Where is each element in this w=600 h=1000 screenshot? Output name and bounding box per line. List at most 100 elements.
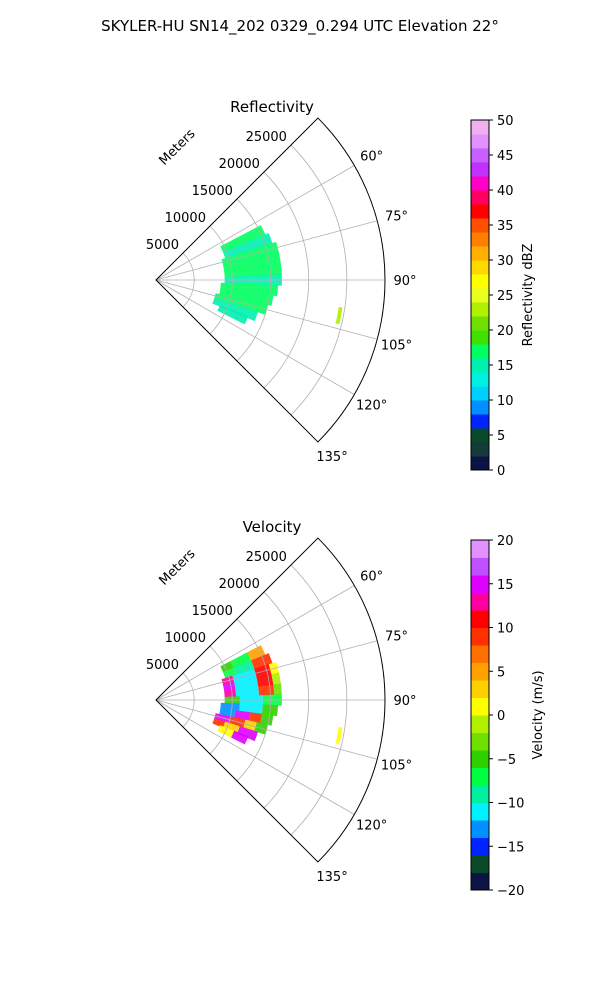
colorbar-swatch [471,274,489,289]
radial-tick-label: 5000 [146,238,179,253]
azimuth-spoke [155,699,355,815]
colorbar-tick-label: 0 [497,709,505,724]
reflectivity-echo-cell [221,241,280,266]
colorbar-tick-label: 5 [497,429,505,444]
velocity-azimuth-ticks: 60° 75° 90° 105° 120° 135° [316,570,416,886]
colorbar-tick-label: −20 [497,884,524,899]
reflectivity-echo-cell [222,233,273,259]
colorbar-swatch [471,148,489,163]
colorbar-swatch [471,232,489,247]
colorbar-swatch [471,316,489,331]
colorbar-tick-label: 0 [497,464,505,479]
azimuth-tick-label: 120° [356,819,387,834]
colorbar-swatch [471,288,489,303]
colorbar-swatch [471,386,489,401]
polar-frame [155,537,386,863]
radial-tick-label: 15000 [192,604,233,619]
colorbar-swatch [471,767,489,786]
azimuth-tick-label: 75° [385,630,408,645]
velocity-frame [155,537,386,863]
colorbar-swatch [471,134,489,149]
reflectivity-radial-label: Meters [157,126,199,168]
colorbar-swatch [471,358,489,373]
colorbar-swatch [471,802,489,821]
colorbar-swatch [471,260,489,275]
reflectivity-echo-cell [212,298,258,322]
azimuth-spoke [155,220,378,281]
colorbar-tick-label: −15 [497,840,524,855]
colorbar-tick-label: 15 [497,578,514,593]
reflectivity-panel: Reflectivity Meters 5000 10000 15000 20000 2… [146,98,536,479]
colorbar-swatch [471,302,489,317]
velocity-echo-cell [223,682,236,692]
radial-tick-label: 10000 [165,211,206,226]
colorbar-swatch [471,820,489,838]
colorbar-tick-label: 5 [497,665,505,680]
radial-tick-label: 25000 [246,130,287,145]
colorbar-swatch [471,785,489,803]
colorbar-swatch [471,540,489,558]
colorbar-swatch [471,855,489,873]
reflectivity-colorbar: 0 5 10 15 20 25 30 35 40 45 50 [470,114,514,479]
radial-tick-label: 15000 [192,184,233,199]
velocity-echo-cell [235,686,259,697]
colorbar-tick-label: 20 [497,534,514,549]
azimuth-tick-label: 60° [360,150,383,165]
colorbar-tick-label: 15 [497,359,514,374]
velocity-colorbar-label: Velocity (m/s) [531,670,546,759]
azimuth-spoke [155,279,378,340]
colorbar-tick-label: 20 [497,324,514,339]
azimuth-tick-label: 120° [356,399,387,414]
colorbar-swatch [471,697,489,716]
colorbar-swatch [471,610,489,628]
colorbar-swatch [471,162,489,177]
reflectivity-radial-ticks: 5000 10000 15000 20000 25000 [146,130,287,253]
colorbar-swatch [471,330,489,345]
velocity-echo-cell [260,713,274,726]
velocity-echo-cell [247,645,266,661]
colorbar-tick-label: 25 [497,289,514,304]
azimuth-tick-label: 90° [393,694,416,709]
reflectivity-colorbar-label: Reflectivity dBZ [521,244,536,347]
figure-suptitle: SKYLER-HU SN14_202 0329_0.294 UTC Elevat… [101,17,499,36]
reflectivity-echo-cell [220,225,266,253]
reflectivity-echo-cell [335,306,343,325]
colorbar-swatch [471,872,489,891]
azimuth-tick-label: 60° [360,570,383,585]
azimuth-tick-label: 135° [316,450,347,465]
reflectivity-echo-cell [214,293,268,315]
colorbar-swatch [471,190,489,205]
velocity-echo-cell [222,721,240,734]
colorbar-swatch [471,557,489,576]
azimuth-tick-label: 75° [385,210,408,225]
colorbar-swatch [471,414,489,429]
colorbar-tick-label: 50 [497,114,514,129]
radial-tick-label: 20000 [219,157,260,172]
radial-tick-label: 25000 [246,550,287,565]
azimuth-spoke [155,699,378,760]
colorbar-swatch [471,732,489,751]
colorbar-swatch [471,575,489,593]
colorbar-tick-label: 30 [497,254,514,269]
colorbar-swatch [471,456,489,471]
colorbar-swatch [471,218,489,233]
velocity-echo-cell [224,689,237,698]
velocity-echo-cell [249,712,262,724]
velocity-echo-cell [273,683,282,696]
velocity-radial-ticks: 5000 10000 15000 20000 25000 [146,550,287,673]
azimuth-tick-label: 135° [316,870,347,885]
azimuth-spoke [155,165,355,281]
velocity-echo-cell [231,730,249,745]
reflectivity-title: Reflectivity [230,98,314,116]
velocity-echo-cell [232,668,257,683]
velocity-panel: Velocity Meters 5000 10000 15000 20000 25000… [146,518,546,899]
colorbar-swatch [471,715,489,733]
velocity-echo-cell [271,672,281,685]
radial-tick-label: 20000 [219,577,260,592]
colorbar-tick-label: 35 [497,219,514,234]
velocity-echo-cell [220,661,234,673]
velocity-grid [155,564,385,836]
velocity-echo-cell [237,726,258,742]
azimuth-spoke [155,279,355,395]
